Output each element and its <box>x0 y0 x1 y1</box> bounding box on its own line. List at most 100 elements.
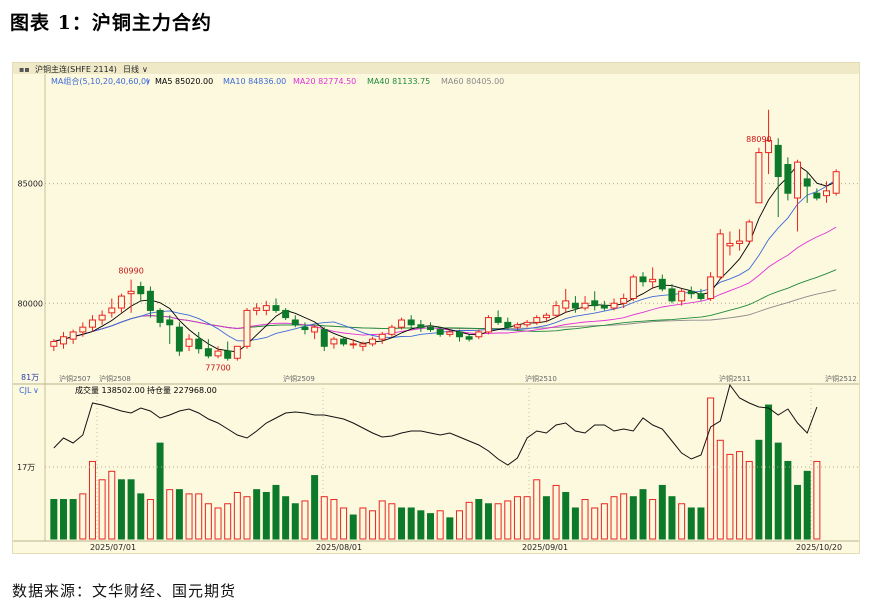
candle <box>204 339 212 359</box>
candle-body <box>523 321 531 326</box>
candle-body <box>195 338 203 350</box>
volume-bar <box>455 510 463 540</box>
volume-bar <box>562 491 570 540</box>
candle <box>552 300 560 318</box>
candle-body <box>668 288 676 302</box>
x-tick-label: 2025/07/01 <box>90 543 136 552</box>
volume-bar <box>117 479 125 540</box>
volume-bar <box>166 489 174 540</box>
candle-body <box>533 317 541 323</box>
candle <box>272 298 280 313</box>
candle <box>98 310 106 325</box>
candle-body <box>542 314 550 319</box>
candle-body <box>697 293 705 299</box>
candle <box>658 274 666 292</box>
ma60-value: MA60 80405.00 <box>441 77 504 86</box>
candle-body <box>320 329 328 347</box>
candle-body <box>137 286 145 295</box>
candle-body <box>745 221 753 242</box>
candle-body <box>98 314 106 321</box>
candle <box>301 322 309 335</box>
contract-marker: 沪铜2509 <box>283 374 315 383</box>
candle <box>475 329 483 340</box>
candle-body <box>117 295 125 309</box>
volume-bar <box>484 503 492 540</box>
volume-bar <box>224 503 232 540</box>
candle-body <box>146 290 154 311</box>
candle <box>243 308 251 349</box>
volume-bar <box>552 484 560 540</box>
volume-bar <box>755 439 763 540</box>
candle-body <box>658 278 666 290</box>
volume-bar <box>716 439 724 540</box>
volume-bar <box>571 507 579 540</box>
cjl-label[interactable]: CJL <box>19 386 32 395</box>
candle-body <box>291 319 299 326</box>
chevron-down-icon[interactable]: ∨ <box>142 65 148 74</box>
candle-body <box>678 290 686 302</box>
candle <box>494 310 502 325</box>
volume-bar <box>291 503 299 540</box>
candle <box>765 109 773 175</box>
candle-body <box>214 350 222 357</box>
contract-markers: 沪铜2507 沪铜2508 沪铜2509 沪铜2510 沪铜2511 沪铜2512 <box>59 374 857 383</box>
x-tick-label: 2025/08/01 <box>316 543 362 552</box>
candle <box>156 308 164 328</box>
volume-bar <box>146 499 154 540</box>
candle <box>823 181 831 203</box>
candle-body <box>224 350 232 359</box>
candle <box>330 336 338 349</box>
candle <box>687 286 695 299</box>
x-axis-ticks: 2025/07/01 2025/08/01 2025/09/01 2025/10/20 <box>90 543 842 552</box>
volume-bar <box>774 442 782 540</box>
candle-body <box>620 297 628 304</box>
candle <box>262 300 270 316</box>
candle-body <box>629 276 637 299</box>
candle <box>427 322 435 332</box>
candle-body <box>600 305 608 309</box>
candle <box>571 296 579 313</box>
volume-bar <box>745 460 753 540</box>
candle-body <box>755 152 763 204</box>
volume-bar <box>398 507 406 540</box>
volume-bar <box>475 499 483 540</box>
left-marker: 81万 <box>21 373 39 382</box>
candle <box>185 334 193 352</box>
candle <box>446 329 454 337</box>
volume-bars: 17万 <box>17 397 859 540</box>
candle <box>533 315 541 325</box>
candle <box>88 315 96 332</box>
candle <box>726 231 734 256</box>
candle-body <box>774 144 782 177</box>
chevron-down-icon[interactable]: ∨ <box>33 386 39 395</box>
candle <box>639 272 647 287</box>
contract-marker: 沪铜2508 <box>99 374 131 383</box>
volume-bar <box>137 493 145 540</box>
volume-bar <box>253 489 261 540</box>
candle-body <box>378 333 386 340</box>
ma-group-label[interactable]: MA组合(5,10,20,40,60,0) <box>51 76 149 86</box>
candle-body <box>513 324 521 328</box>
candle <box>784 157 792 201</box>
candle-body <box>427 326 435 331</box>
volume-bar <box>600 503 608 540</box>
candle-body <box>88 319 96 328</box>
candle-body <box>591 300 599 307</box>
candle <box>146 286 154 318</box>
volume-bar <box>417 510 425 540</box>
chevron-down-icon[interactable]: ∨ <box>145 77 151 86</box>
volume-bar <box>301 500 309 540</box>
chart-header-bar <box>13 63 859 74</box>
candle <box>832 169 840 196</box>
volume-bar <box>591 507 599 540</box>
period-selector[interactable]: 日线 <box>123 64 139 74</box>
volume-bar <box>629 496 637 540</box>
candle <box>59 331 67 349</box>
volume-bar <box>349 514 357 540</box>
candle <box>610 298 618 311</box>
ma60-line <box>53 289 837 342</box>
candle <box>407 315 415 330</box>
symbol-label[interactable]: 沪铜主连(SHFE 2114) <box>35 64 117 74</box>
volume-bar <box>407 507 415 540</box>
price-annotation: 88090 <box>746 135 771 144</box>
